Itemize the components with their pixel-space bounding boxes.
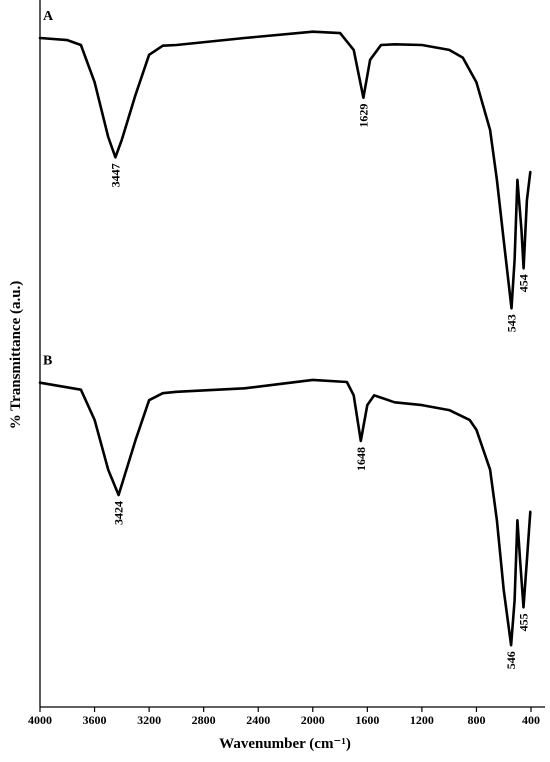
y-axis-title: % Transmittance (a.u.) bbox=[8, 281, 24, 430]
series-label: B bbox=[43, 354, 52, 369]
x-tick-label: 400 bbox=[522, 713, 540, 727]
peak-label: 1648 bbox=[354, 447, 368, 471]
x-tick-label: 1200 bbox=[410, 713, 434, 727]
peak-label: 546 bbox=[504, 651, 518, 669]
peak-label: 455 bbox=[516, 613, 530, 631]
x-tick-label: 4000 bbox=[28, 713, 52, 727]
x-tick-label: 3200 bbox=[137, 713, 161, 727]
peak-label: 3424 bbox=[112, 501, 126, 525]
peak-label: 543 bbox=[504, 314, 518, 332]
x-tick-label: 2000 bbox=[301, 713, 325, 727]
x-tick-label: 800 bbox=[467, 713, 485, 727]
series-label: A bbox=[43, 9, 54, 24]
x-axis-title: Wavenumber (cm⁻¹) bbox=[219, 736, 351, 752]
spectrum-line bbox=[38, 30, 532, 310]
peak-label: 1629 bbox=[356, 104, 370, 128]
x-tick-label: 1600 bbox=[355, 713, 379, 727]
x-tick-label: 2800 bbox=[192, 713, 216, 727]
peak-label: 3447 bbox=[108, 163, 122, 187]
peak-label: 454 bbox=[517, 274, 531, 292]
spectrum-line bbox=[38, 378, 532, 647]
x-tick-label: 2400 bbox=[246, 713, 270, 727]
x-tick-label: 3600 bbox=[83, 713, 107, 727]
